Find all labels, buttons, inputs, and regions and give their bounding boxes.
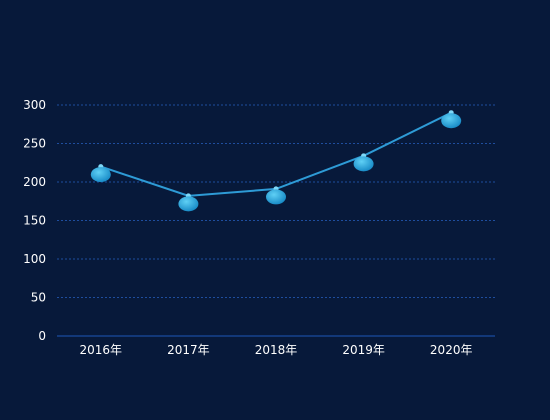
y-tick-label: 150 [23, 214, 46, 228]
x-tick-label: 2019年 [342, 343, 385, 357]
y-tick-label: 250 [23, 137, 46, 151]
data-point-marker [90, 167, 111, 183]
data-point [178, 193, 199, 212]
grid-lines [57, 104, 495, 298]
y-tick-label: 300 [23, 98, 46, 112]
data-point [266, 186, 286, 205]
y-tick-label: 0 [38, 329, 46, 343]
tick-labels: 0 50 100 150 200 250 300 2016年 2017年 2018年 2019年 20… [23, 98, 472, 357]
x-tick-label: 2017年 [167, 343, 210, 357]
data-point [90, 164, 111, 183]
series-layer [90, 110, 462, 212]
x-tick-label: 2018年 [255, 343, 298, 357]
series-line [100, 111, 452, 197]
y-tick-label: 100 [23, 252, 46, 266]
data-point [353, 153, 374, 172]
y-tick-label: 200 [23, 175, 46, 189]
data-point-marker [178, 196, 199, 212]
data-point-marker [353, 156, 374, 172]
data-point-marker [441, 113, 462, 129]
data-point [441, 110, 462, 129]
y-tick-label: 50 [31, 291, 46, 305]
data-point-marker [266, 189, 286, 205]
x-tick-label: 2020年 [430, 343, 473, 357]
x-tick-label: 2016年 [80, 343, 123, 357]
